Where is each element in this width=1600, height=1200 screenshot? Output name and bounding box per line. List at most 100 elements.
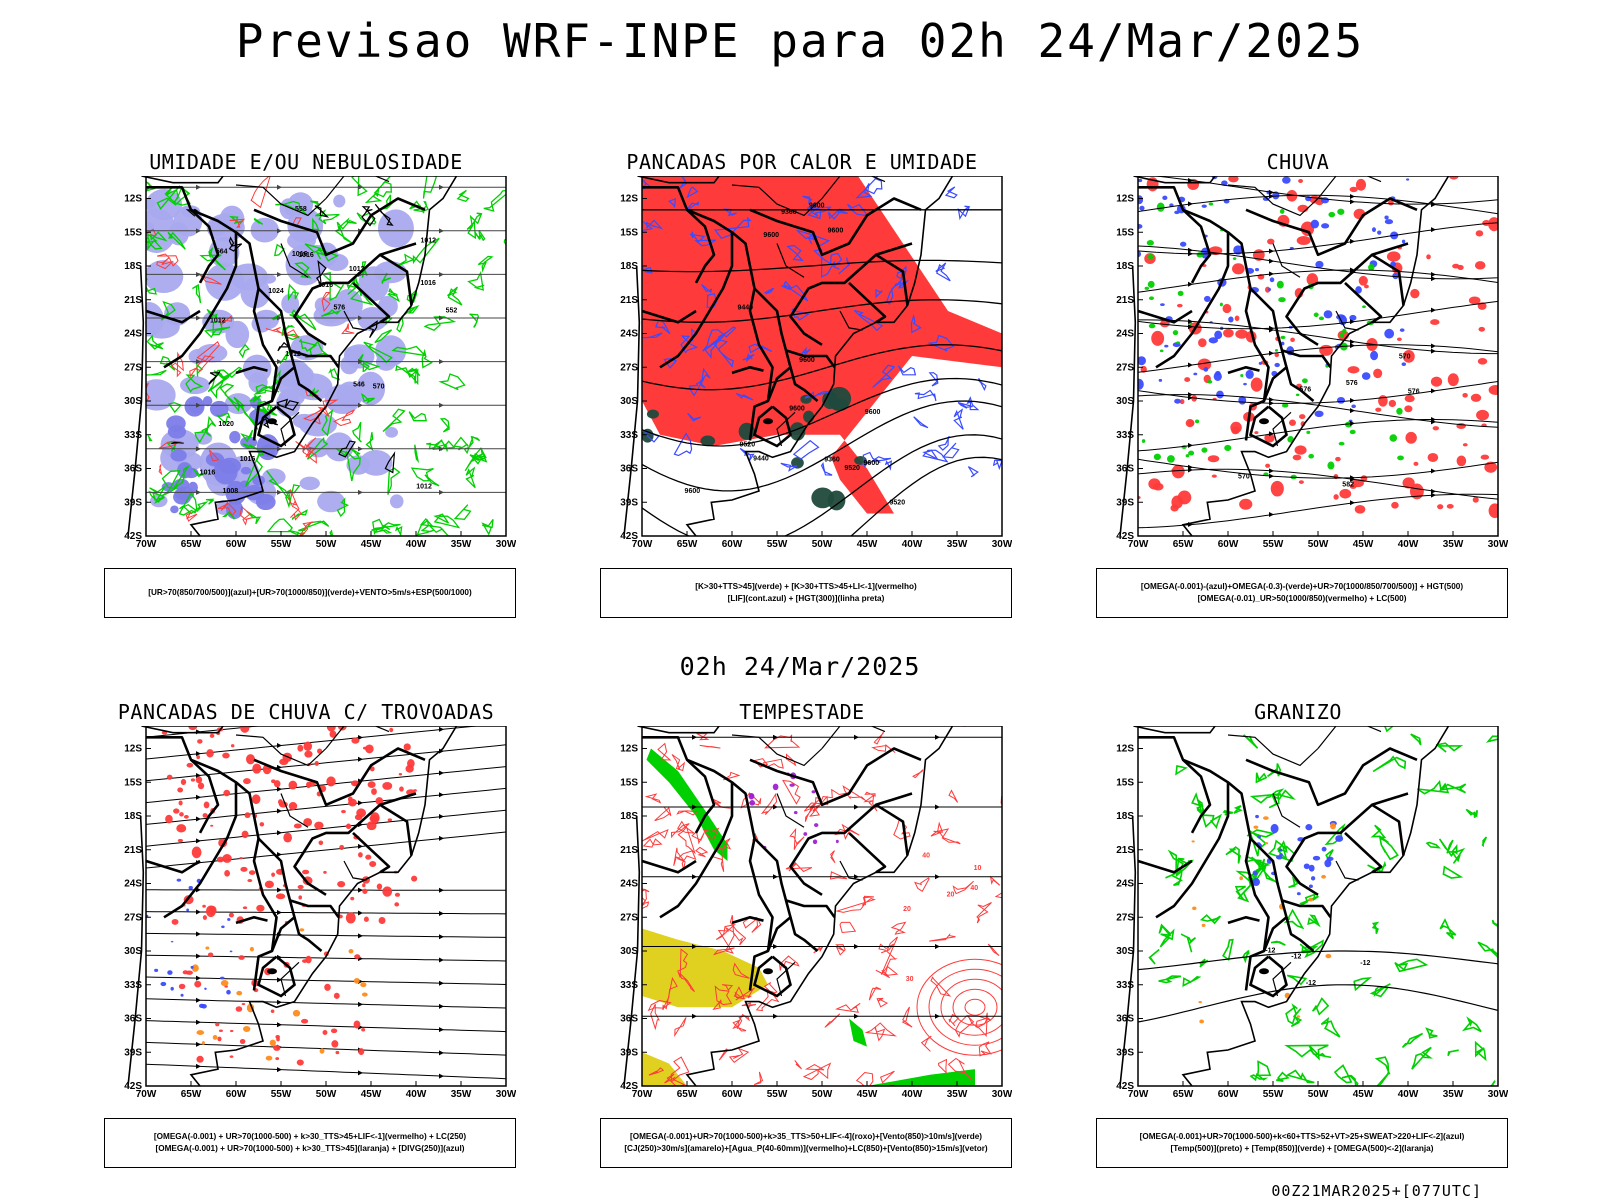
- legend-line: [LIF](cont.azul) + [HGT(300)](linha pret…: [727, 594, 885, 603]
- storm-red-area: [353, 1020, 361, 1029]
- humidity-green-contour: [266, 518, 293, 533]
- rain-blue-area: [1401, 239, 1406, 244]
- humidity-blue-area: [389, 494, 404, 509]
- streamline-250: [146, 726, 264, 738]
- rain-red-area: [1478, 326, 1486, 332]
- contour-label: -12: [1291, 954, 1301, 961]
- lc850-contour: [735, 987, 755, 1001]
- humidity-green-contour: [164, 186, 179, 203]
- wind-vector-arrow: [196, 184, 201, 190]
- state-border: [839, 860, 863, 881]
- hgt500-contour-arrow: [1269, 400, 1274, 406]
- rain-green-area: [1172, 330, 1179, 336]
- lc850-contour: [695, 846, 709, 858]
- contour-label: 40: [970, 885, 978, 892]
- rain-green-area: [1327, 461, 1335, 470]
- storm-orange-area: [196, 1030, 205, 1036]
- lc850-contour: [740, 792, 762, 809]
- hgt500-contour-arrow: [1269, 473, 1274, 479]
- storm-red-area: [362, 888, 368, 894]
- country-border: [253, 197, 426, 257]
- divergence-blue-area: [201, 1003, 207, 1009]
- legend-line: [CJ(250)>30m/s](amarelo)+[Agua_P(40-60mm…: [624, 1144, 988, 1153]
- map-granizo: -12 -12 -12 -12 12S 15S 18S 21S 24S 27S 30S 33S 36S 3…: [1116, 726, 1508, 1100]
- storm-red-area: [252, 763, 262, 774]
- humidity-green-contour: [433, 515, 461, 529]
- contour-label: 9360: [824, 456, 840, 463]
- rain-blue-area: [1201, 204, 1207, 208]
- temp850-contour: [1341, 1074, 1359, 1086]
- rain-red-area: [1339, 488, 1352, 499]
- humidity-green-contour: [395, 364, 419, 386]
- lat-tick-label: 39S: [1116, 497, 1134, 508]
- streamline-250-arrow: [439, 1073, 444, 1079]
- humidity-green-contour: [394, 525, 403, 536]
- temp850-contour: [1158, 923, 1172, 940]
- lif-contour: [928, 372, 939, 387]
- rain-green-area: [1219, 302, 1223, 307]
- humidity-green-contour: [371, 522, 401, 531]
- rain-blue-area: [1138, 378, 1144, 390]
- streamline-250: [146, 809, 506, 847]
- rain-red-area: [1388, 399, 1397, 408]
- humidity-green-contour: [246, 510, 262, 525]
- streamline-250-arrow: [358, 756, 363, 762]
- storm-red-area: [399, 786, 404, 792]
- hgt500-contour-arrow: [1431, 492, 1436, 498]
- storm-red-area: [177, 787, 184, 793]
- lon-tick-label: 50W: [316, 539, 337, 550]
- humidity-green-contour: [357, 354, 381, 371]
- hail-blue-area: [1310, 876, 1316, 881]
- hgt500-contour-arrow: [1188, 201, 1193, 207]
- storm-red-area: [207, 952, 214, 958]
- legend-line: [OMEGA(-0.001)+UR>70(1000-500)+k>35_TTS>…: [630, 1132, 982, 1141]
- rain-blue-area: [1138, 195, 1144, 205]
- lat-tick-label: 30S: [1116, 946, 1134, 957]
- lc850-contour: [809, 795, 829, 817]
- lc850-contour: [803, 788, 849, 812]
- rain-red-area: [1171, 464, 1185, 479]
- country-border: [1281, 899, 1332, 919]
- storm-red-area: [239, 856, 243, 860]
- temp850-contour: [1474, 1040, 1487, 1062]
- lc850-contour: [662, 976, 678, 1011]
- rain-red-area: [1290, 337, 1295, 342]
- humidity-green-contour: [413, 200, 429, 213]
- humidity-green-contour: [465, 466, 476, 489]
- lif-contour: [846, 203, 867, 216]
- storm-purple-area: [812, 839, 818, 845]
- rain-red-area: [1430, 319, 1440, 326]
- contour-label: 576: [1408, 389, 1420, 396]
- streamline-250-arrow: [439, 792, 444, 798]
- humidity-green-contour: [387, 467, 401, 495]
- lc850-contour: [742, 917, 762, 933]
- rain-red-area: [1274, 352, 1280, 358]
- storm-red-area: [330, 1028, 338, 1034]
- lif-contour: [829, 252, 843, 270]
- country-border: [379, 803, 413, 856]
- lc850-contour: [989, 875, 1001, 886]
- rain-blue-area: [1406, 178, 1410, 181]
- storm-red-area: [197, 739, 203, 744]
- divergence-blue-area: [221, 925, 225, 929]
- lif-contour: [786, 244, 804, 262]
- storm-red-area: [186, 762, 194, 768]
- country-border: [293, 916, 323, 953]
- legend-line: [OMEGA(-0.001)-(azul)+OMEGA(-0.3)-(verde…: [1140, 582, 1464, 591]
- humidity-deep-area: [170, 505, 179, 514]
- lc850-contour: [954, 1014, 975, 1038]
- wind-vector-arrow: [935, 734, 940, 740]
- rain-blue-area: [1268, 288, 1272, 291]
- humidity-green-contour: [240, 429, 254, 443]
- temp850-contour: [1435, 742, 1464, 753]
- temp850-contour: [1446, 839, 1454, 854]
- lif-contour: [875, 289, 883, 299]
- rain-blue-area: [1174, 398, 1181, 404]
- lc850-contour: [782, 779, 801, 805]
- wind-vector-arrow: [692, 874, 697, 880]
- lat-tick-label: 12S: [620, 194, 638, 205]
- country-border: [1285, 242, 1409, 346]
- storm-purple-area: [814, 823, 819, 828]
- storm-red-area: [240, 866, 248, 872]
- rain-red-area: [1476, 409, 1490, 421]
